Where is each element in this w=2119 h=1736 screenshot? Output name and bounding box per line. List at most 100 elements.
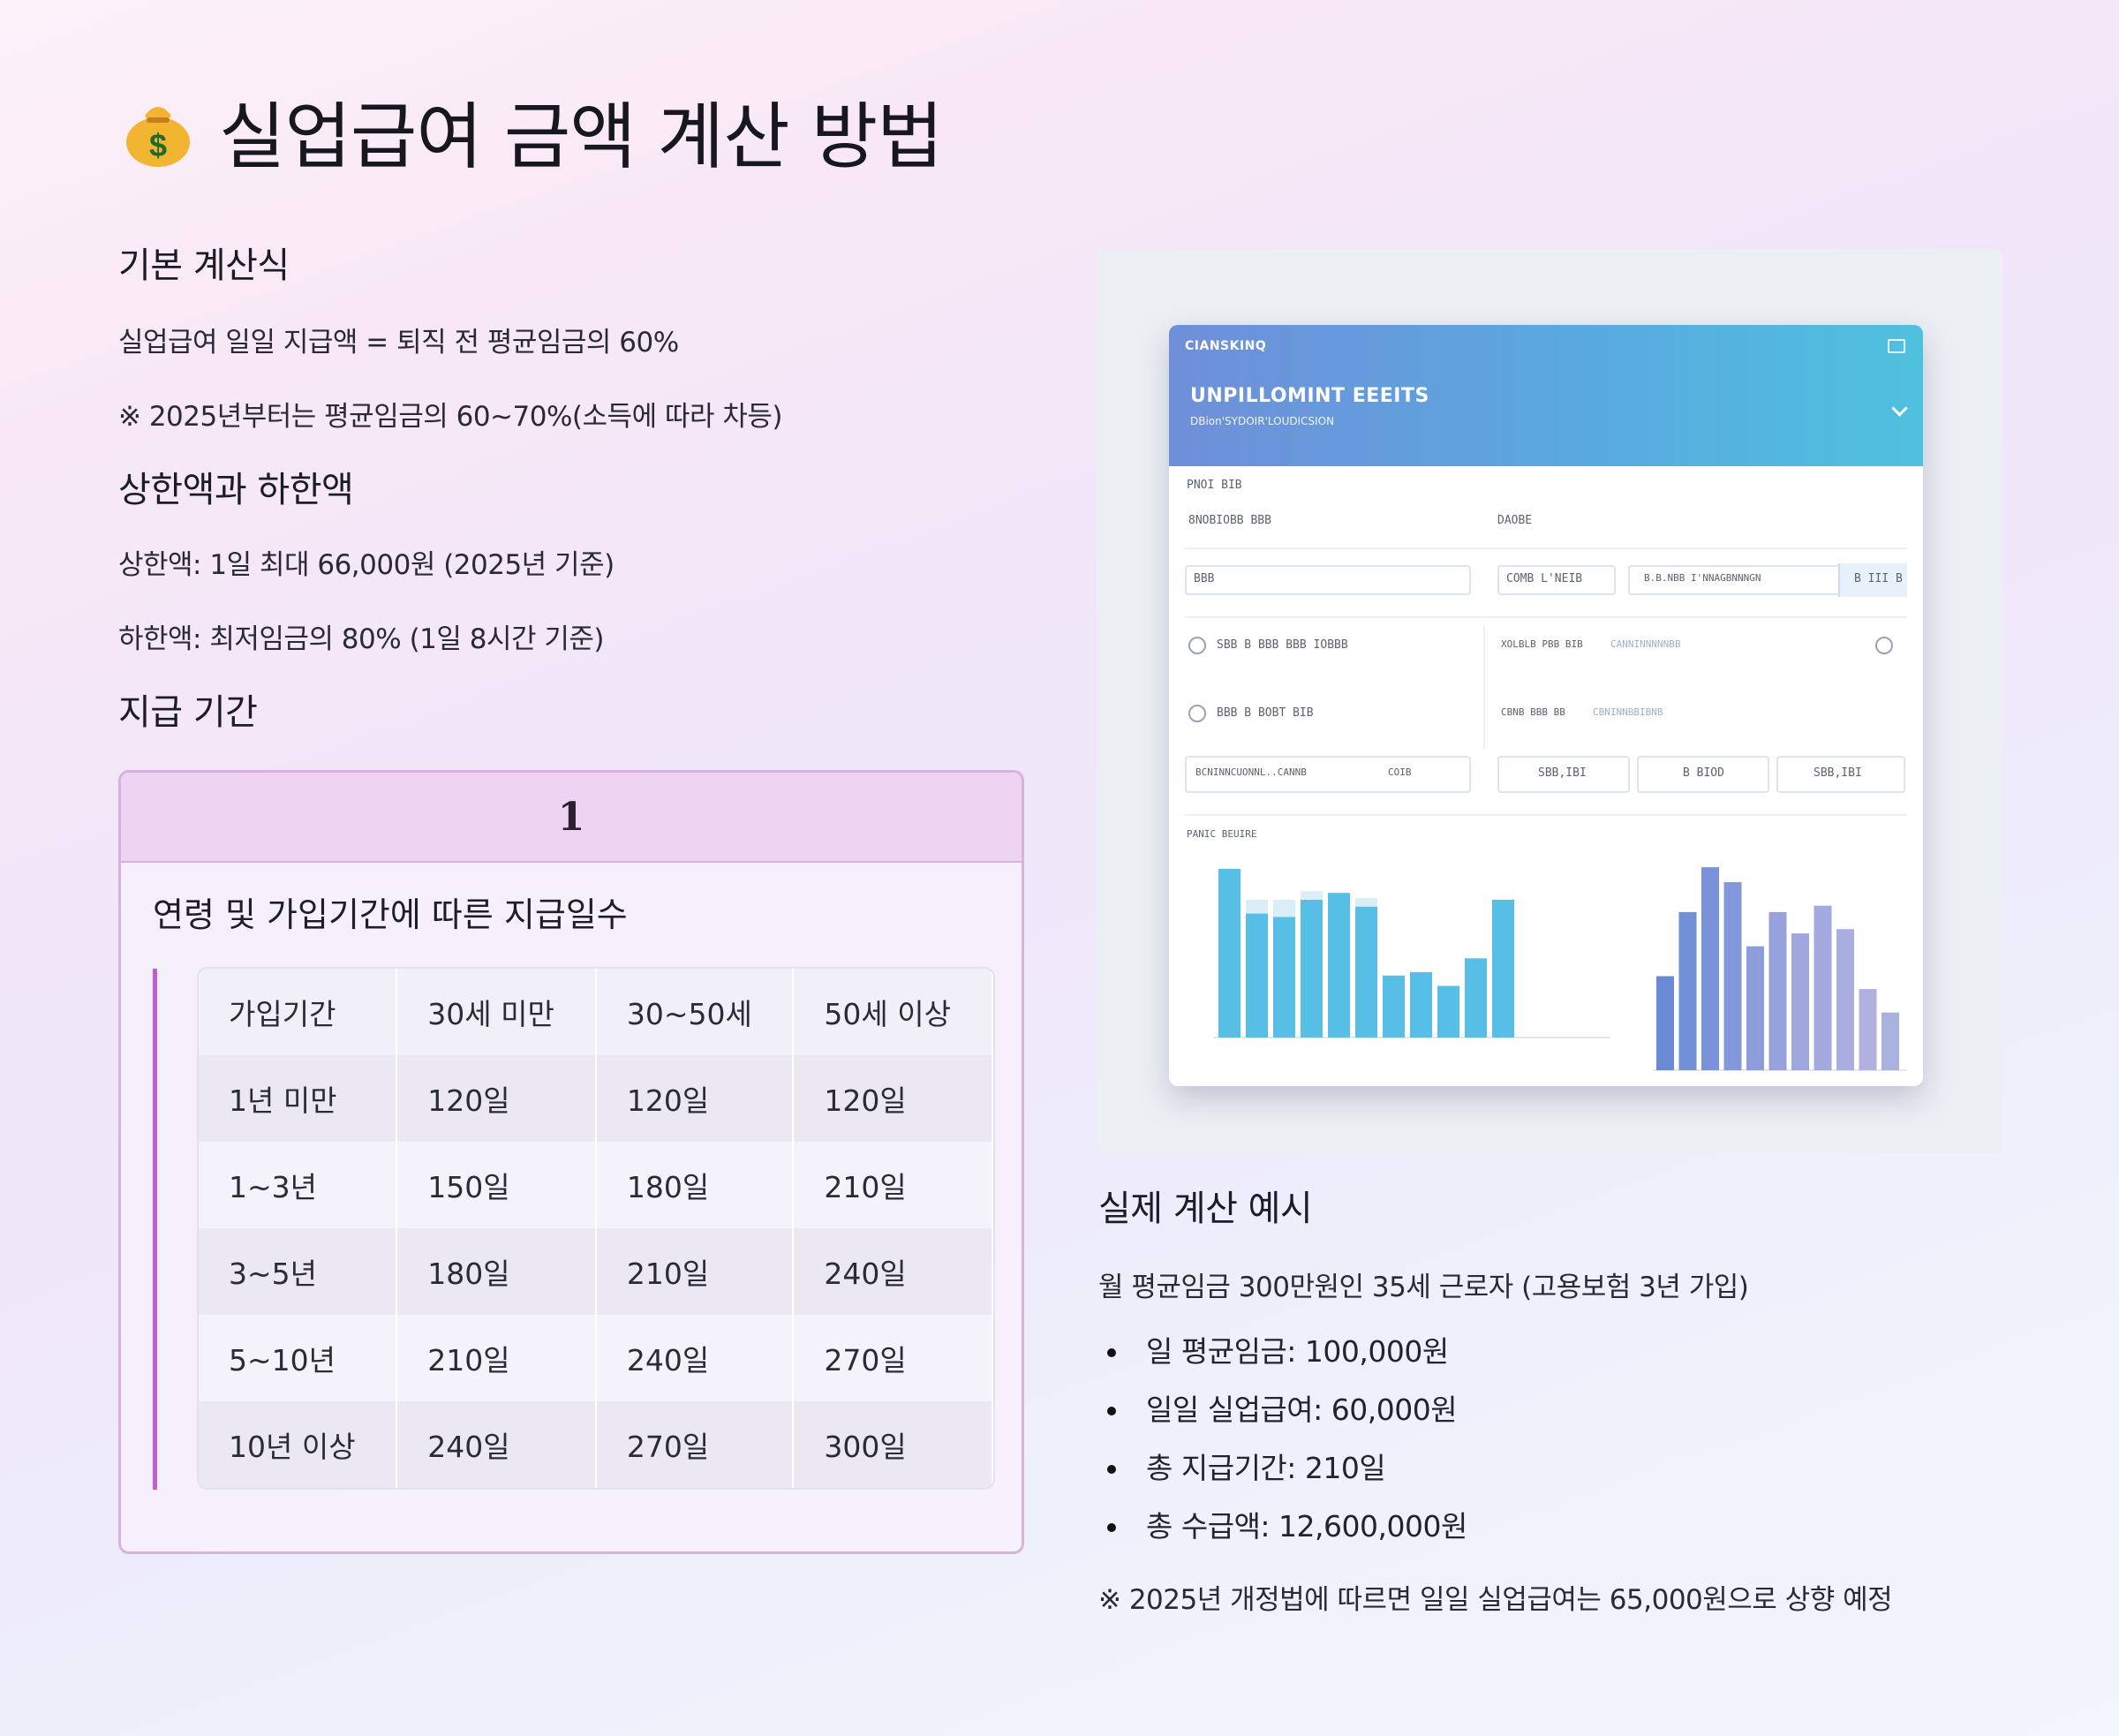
dashboard-row-text: SBB B BBB BBB IOBBB [1217,638,1348,652]
dashboard-image-frame: CIANSKINQ UNPILLOMINT EEEITS DBion'SYDOI… [1097,249,2002,1153]
chevron-down-icon [1891,400,1908,417]
table-cell: 240일 [595,1315,795,1401]
dashboard-field-label: DAOBE [1497,514,1533,527]
chart-bar [1410,971,1432,1038]
table-header: 30~50세 [595,969,795,1055]
lower-limit: 하한액: 최저임금의 80% (1일 8시간 기준) [118,623,605,655]
basic-heading: 기본 계산식 [118,245,290,286]
dashboard-cell-text: BCNINNCUONNL..CANNB [1195,766,1307,778]
chart-bar [1678,911,1697,1070]
chart-bar [1465,958,1487,1038]
dashboard-header: CIANSKINQ UNPILLOMINT EEEITS DBion'SYDOI… [1169,325,1923,466]
dashboard-image: CIANSKINQ UNPILLOMINT EEEITS DBion'SYDOI… [1169,325,1923,1086]
chart-bar-highlight [1355,898,1377,907]
chart-bar-highlight [1273,900,1295,917]
payment-days-card: 1 연령 및 가입기간에 따른 지급일수 가입기간 30세 미만 30~50세 … [118,770,1024,1554]
example-intro: 월 평균임금 300만원인 35세 근로자 (고용보험 3년 가입) [1098,1272,1749,1303]
example-heading: 실제 계산 예시 [1098,1189,1313,1229]
chart-bar [1383,975,1405,1038]
chart-bar [1328,893,1350,1038]
table-cell: 270일 [595,1401,795,1488]
basic-formula: 실업급여 일일 지급액 = 퇴직 전 평균임금의 60% [118,327,679,359]
table-cell: 180일 [595,1142,795,1228]
table-row: 10년 이상 240일 270일 300일 [199,1401,993,1488]
table-cell: 270일 [793,1315,993,1401]
chart-bar [1355,906,1377,1038]
table-row: 1년 미만 120일 120일 120일 [199,1055,993,1142]
table-cell: 1~3년 [199,1142,398,1228]
table-cell: 3~5년 [199,1228,398,1315]
money-bag-icon: $ [120,93,196,169]
divider [1185,616,1907,618]
chart-bar [1768,911,1787,1070]
limits-heading: 상한액과 하한액 [118,470,354,510]
svg-text:$: $ [149,127,167,163]
chart-bar [1656,976,1674,1070]
chart-bar [1814,905,1832,1070]
chart-bar [1836,929,1854,1070]
list-item: 일일 실업급여: 60,000원 [1098,1381,1981,1439]
dashboard-row-hint: CBNINNBBIBNB [1593,706,1663,718]
table-header-row: 가입기간 30세 미만 30~50세 50세 이상 [199,969,993,1055]
info-icon [1188,637,1206,654]
example-list: 일 평균임금: 100,000원 일일 실업급여: 60,000원 총 지급기간… [1098,1323,1981,1556]
page-header: $ 실업급여 금액 계산 방법 [120,78,944,183]
dashboard-input [1185,565,1471,595]
dashboard-title: UNPILLOMINT EEEITS [1190,385,1429,407]
table-cell: 10년 이상 [199,1401,398,1488]
accent-bar [153,969,157,1490]
table-header: 가입기간 [199,969,398,1055]
dashboard-input [1497,565,1616,595]
dashboard-cell-text: SBB,IBI [1538,766,1587,780]
vertical-divider [1483,625,1485,749]
table-header: 50세 이상 [793,969,993,1055]
chart-bar-highlight [1301,891,1323,900]
dashboard-row-text: CBNB BBB BB [1501,706,1565,718]
dashboard-button [1838,563,1907,597]
card-number: 1 [121,773,1022,863]
table-cell: 240일 [793,1228,993,1315]
chart-bar [1746,946,1764,1070]
table-row: 5~10년 210일 240일 270일 [199,1315,993,1401]
dashboard-section-label: PNOI BIB [1187,479,1242,492]
chart-bar [1881,1012,1899,1070]
grid-icon [1888,339,1905,353]
table-cell: 120일 [793,1055,993,1142]
dashboard-cell [1185,756,1471,793]
table-cell: 1년 미만 [199,1055,398,1142]
card-subtitle: 연령 및 가입기간에 따른 지급일수 [153,895,628,934]
dashboard-cell-text: B BIOD [1683,766,1724,780]
chart-bar [1301,900,1323,1038]
chart-bar [1723,882,1742,1070]
chart-bar [1437,985,1459,1038]
table-cell: 240일 [396,1401,597,1488]
table-cell: 5~10년 [199,1315,398,1401]
chart-bar [1791,933,1809,1070]
dashboard-cell [1637,756,1769,793]
dashboard-chart-label: PANIC BEUIRE [1187,828,1257,840]
chart-bar [1859,989,1877,1070]
chart-bar [1492,900,1514,1038]
dashboard-cell [1497,756,1630,793]
table-cell: 210일 [595,1228,795,1315]
table-cell: 180일 [396,1228,597,1315]
payment-days-table: 가입기간 30세 미만 30~50세 50세 이상 1년 미만 120일 120… [199,969,993,1488]
dashboard-row-text: BBB B BOBT BIB [1217,706,1314,720]
list-item: 총 수급액: 12,600,000원 [1098,1498,1981,1556]
table-cell: 150일 [396,1142,597,1228]
page-title: 실업급여 금액 계산 방법 [219,95,944,179]
smile-icon [1875,637,1893,654]
dashboard-row-text: XOLBLB PBB BIB [1501,638,1583,650]
dashboard-input-text: COMB L'NEIB [1506,572,1583,585]
table-cell: 210일 [396,1315,597,1401]
chart-bar [1701,867,1719,1070]
dashboard-input-text: BBB [1194,572,1215,585]
dashboard-input-text: B.B.NBB I'NNAGBNNNGN [1644,572,1761,584]
table-cell: 300일 [793,1401,993,1488]
divider [1185,547,1907,549]
dashboard-cell [1776,756,1905,793]
table-header: 30세 미만 [396,969,597,1055]
dashboard-field-label: 8NOBIOBB BBB [1188,514,1271,527]
chart-bar-highlight [1246,900,1268,914]
list-item: 일 평균임금: 100,000원 [1098,1323,1981,1381]
